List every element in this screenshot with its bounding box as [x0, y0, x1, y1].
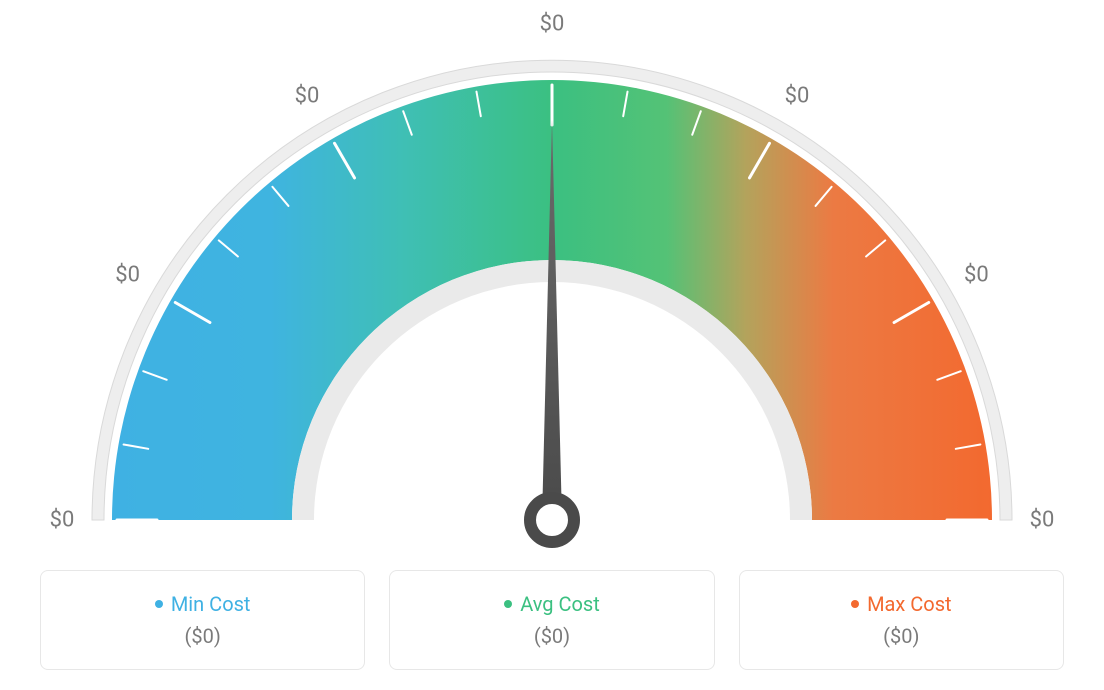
cost-gauge-container: $0 $0 $0 $0 $0 $0 $0 Min Cost ($0) Avg Cost ($… [0, 0, 1104, 690]
gauge-tick-label: $0 [50, 508, 75, 533]
legend-title-avg: Avg Cost [520, 592, 600, 616]
legend-value-avg: ($0) [534, 624, 570, 648]
legend-card-min: Min Cost ($0) [40, 570, 365, 670]
legend-title-row-avg: Avg Cost [504, 592, 600, 616]
gauge-tick-label: $0 [1030, 508, 1055, 533]
legend-card-max: Max Cost ($0) [739, 570, 1064, 670]
legend-title-row-max: Max Cost [851, 592, 952, 616]
gauge-tick-label: $0 [295, 83, 320, 108]
legend-row: Min Cost ($0) Avg Cost ($0) Max Cost ($0… [40, 570, 1064, 670]
legend-title-max: Max Cost [867, 592, 952, 616]
legend-value-max: ($0) [883, 624, 919, 648]
legend-value-min: ($0) [185, 624, 221, 648]
legend-title-row-min: Min Cost [155, 592, 251, 616]
legend-dot-max [851, 600, 859, 608]
gauge-svg [0, 0, 1104, 560]
gauge-chart: $0 $0 $0 $0 $0 $0 $0 [0, 0, 1104, 560]
legend-title-min: Min Cost [171, 592, 251, 616]
gauge-tick-label: $0 [540, 12, 565, 37]
gauge-tick-label: $0 [964, 263, 989, 288]
legend-dot-avg [504, 600, 512, 608]
legend-dot-min [155, 600, 163, 608]
gauge-tick-label: $0 [115, 263, 140, 288]
legend-card-avg: Avg Cost ($0) [389, 570, 714, 670]
gauge-tick-label: $0 [785, 83, 810, 108]
